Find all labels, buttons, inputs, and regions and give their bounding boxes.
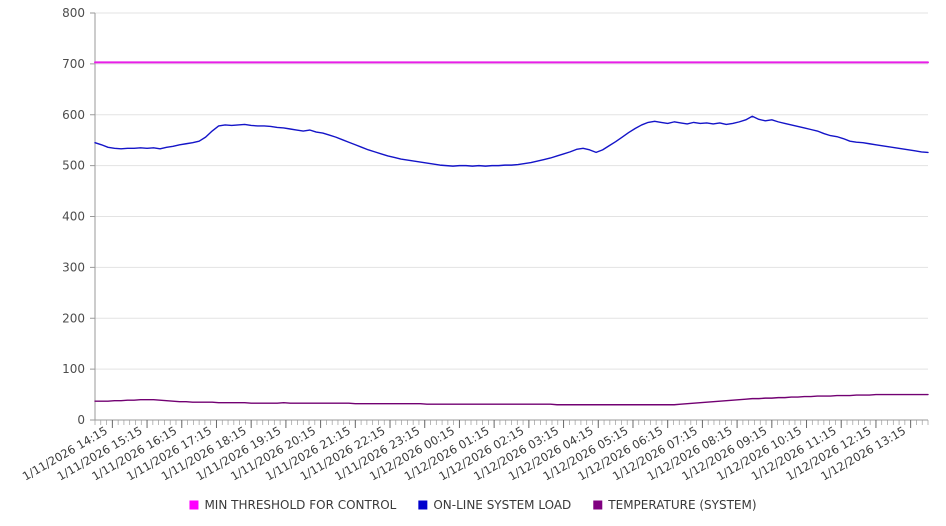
series-line: [94, 115, 929, 167]
legend-swatch: [189, 500, 199, 510]
y-axis-tick-label: 500: [62, 159, 85, 173]
y-axis-tick-label: 200: [62, 311, 85, 325]
legend-label: ON-LINE SYSTEM LOAD: [433, 498, 571, 512]
grid-lines: [95, 12, 928, 370]
chart-legend: MIN THRESHOLD FOR CONTROL ON-LINE SYSTEM …: [189, 498, 757, 512]
data-series: [94, 61, 929, 406]
y-axis-tick-label: 100: [62, 362, 85, 376]
legend-label: MIN THRESHOLD FOR CONTROL: [204, 498, 396, 512]
y-axis-tick-label: 700: [62, 57, 85, 71]
y-axis-tick-label: 800: [62, 6, 85, 20]
x-axis-ticks: [94, 420, 929, 428]
series-line: [94, 393, 929, 406]
legend-swatch: [593, 500, 603, 510]
y-axis-tick-label: 600: [62, 108, 85, 122]
legend-label: TEMPERATURE (SYSTEM): [607, 498, 756, 512]
y-axis-tick-label: 400: [62, 210, 85, 224]
x-axis-labels: 1/11/2026 14:151/11/2026 15:151/11/2026 …: [20, 423, 908, 483]
y-axis-tick-label: 0: [77, 413, 85, 427]
y-axis-ticks: 0 100 200 300 400 500 600 700 800: [62, 6, 95, 427]
legend-swatch: [418, 500, 428, 510]
y-axis-tick-label: 300: [62, 260, 85, 274]
